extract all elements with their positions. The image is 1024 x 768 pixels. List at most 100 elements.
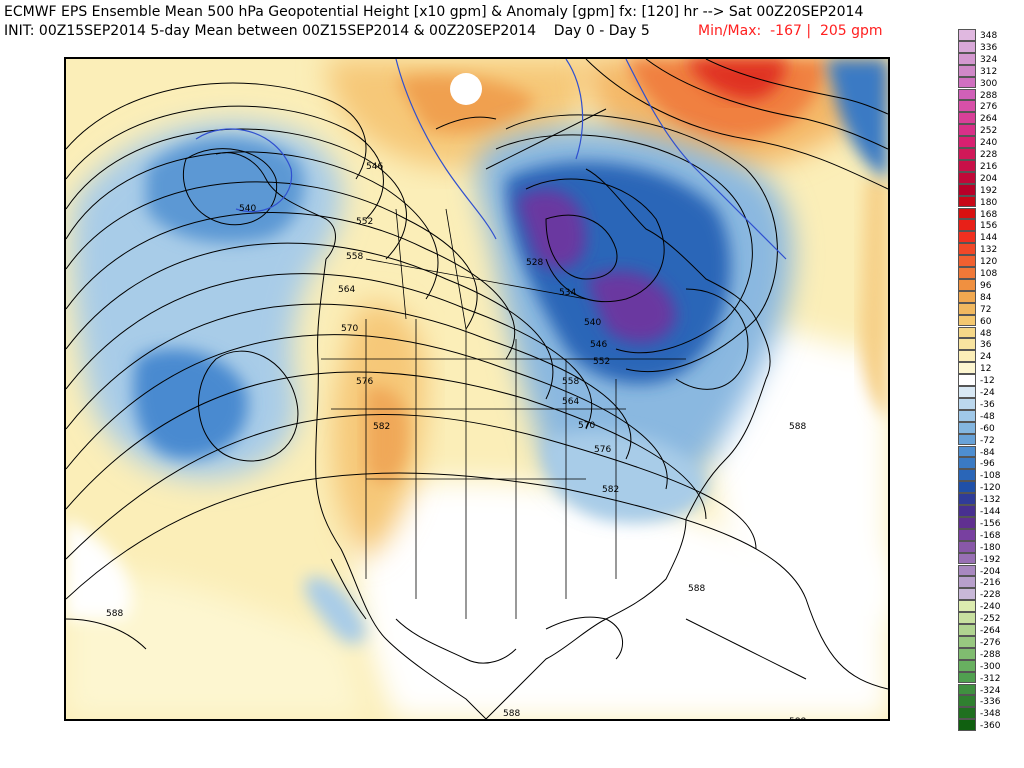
colorbar-label: 72: [980, 304, 992, 315]
colorbar-label: -144: [980, 507, 1001, 517]
colorbar-swatch: [958, 124, 976, 137]
colorbar-swatch: [958, 207, 976, 220]
colorbar-swatch: [958, 64, 976, 77]
contour-label: 576: [594, 445, 611, 455]
contour-label: 570: [341, 324, 358, 334]
colorbar-swatch: [958, 112, 976, 125]
colorbar-label: 264: [980, 114, 998, 125]
colorbar-swatch: [958, 136, 976, 148]
colorbar-label: -108: [980, 471, 1001, 482]
state-borders: [321, 208, 686, 619]
colorbar-swatch: [958, 76, 976, 89]
contour-label: 588: [789, 717, 806, 719]
contour-label: 534: [559, 288, 576, 298]
colorbar-swatch: [958, 314, 976, 327]
colorbar-swatch: [958, 29, 976, 41]
colorbar-label: 288: [980, 90, 998, 101]
colorbar-swatch: [958, 338, 976, 351]
colorbar-label: -288: [980, 649, 1001, 660]
colorbar-label: 156: [980, 221, 998, 232]
colorbar-label: -192: [980, 554, 1001, 565]
colorbar-label: 12: [980, 364, 992, 375]
colorbar-swatch: [958, 469, 976, 482]
colorbar-label: 216: [980, 161, 998, 172]
colorbar-swatch: [958, 302, 976, 315]
colorbar-swatch: [958, 231, 976, 244]
contour-label: 558: [346, 252, 363, 262]
contour-label: 570: [578, 421, 595, 431]
colorbar-swatch: [958, 671, 976, 684]
coastlines: [215, 108, 807, 719]
colorbar-label: 36: [980, 340, 992, 351]
colorbar-label: 276: [980, 102, 998, 113]
colorbar-label: -348: [980, 709, 1001, 720]
forecast-map: 540 546 552 558 564 570 576 582 528 534 …: [64, 57, 890, 721]
colorbar-swatch: [958, 588, 976, 601]
contour-label: 588: [503, 709, 520, 719]
min-max-readout: Min/Max: -167 | 205 gpm: [698, 23, 883, 39]
contour-label: 588: [688, 584, 705, 594]
colorbar-label: 300: [980, 78, 998, 89]
colorbar-swatch: [958, 40, 976, 53]
colorbar-swatch: [958, 290, 976, 303]
colorbar-label: 168: [980, 209, 998, 220]
chart-title-line-2: INIT: 00Z15SEP2014 5-day Mean between 00…: [4, 23, 650, 39]
colorbar-label: 132: [980, 245, 998, 256]
colorbar-swatch: [958, 564, 976, 577]
colorbar-swatch: [958, 350, 976, 363]
colorbar-label: 24: [980, 352, 992, 363]
colorbar-label: -252: [980, 614, 1001, 625]
colorbar-swatch: [958, 362, 976, 375]
colorbar-label: -156: [980, 518, 1001, 529]
colorbar-swatch: [958, 397, 976, 410]
colorbar-swatch: [958, 481, 976, 494]
colorbar-label: 324: [980, 54, 998, 65]
colorbar-label: -276: [980, 637, 1001, 648]
colorbar-swatch: [958, 52, 976, 65]
colorbar-label: -336: [980, 697, 1001, 708]
contour-label: 588: [789, 422, 806, 432]
contour-label: 582: [373, 422, 390, 432]
colorbar-swatch: [958, 278, 976, 291]
contour-label: 576: [356, 377, 373, 387]
contour-label: 552: [593, 357, 610, 367]
colorbar-label: 192: [980, 185, 998, 196]
colorbar-swatch: [958, 421, 976, 434]
colorbar-swatch: [958, 540, 976, 553]
colorbar-label: -360: [980, 721, 1001, 732]
colorbar-swatch: [958, 171, 976, 184]
contour-label: 588: [106, 609, 123, 619]
colorbar-swatch: [958, 528, 976, 541]
colorbar-swatch: [958, 100, 976, 113]
colorbar-label: -324: [980, 685, 1001, 696]
colorbar-label: -180: [980, 542, 1001, 553]
colorbar-swatch: [958, 516, 976, 529]
colorbar-swatch: [958, 505, 976, 517]
colorbar-swatch: [958, 326, 976, 339]
colorbar-label: -12: [980, 376, 995, 387]
contour-label: 558: [562, 377, 579, 387]
contour-label: 540: [584, 318, 601, 328]
colorbar-label: -204: [980, 566, 1001, 577]
colorbar-swatch: [958, 659, 976, 672]
colorbar-label: 108: [980, 269, 998, 279]
contour-label: 546: [590, 340, 607, 350]
contour-label: 528: [526, 258, 543, 268]
colorbar-swatch: [958, 719, 976, 732]
colorbar-label: -84: [980, 447, 995, 458]
contour-label: 564: [338, 285, 355, 295]
colorbar-label: -264: [980, 626, 1001, 636]
colorbar-swatch: [958, 183, 976, 196]
colorbar-label: 204: [980, 173, 998, 184]
colorbar-label: -24: [980, 388, 995, 398]
colorbar-label: 48: [980, 328, 992, 339]
colorbar-swatch: [958, 243, 976, 256]
contour-labels: 540 546 552 558 564 570 576 582 528 534 …: [106, 162, 806, 719]
anomaly-shading: [66, 59, 888, 719]
colorbar-swatch: [958, 219, 976, 232]
colorbar-label: -48: [980, 411, 995, 422]
colorbar-swatch: [958, 159, 976, 172]
colorbar-label: -240: [980, 602, 1001, 613]
colorbar-swatch: [958, 409, 976, 422]
colorbar-label: 144: [980, 233, 998, 244]
